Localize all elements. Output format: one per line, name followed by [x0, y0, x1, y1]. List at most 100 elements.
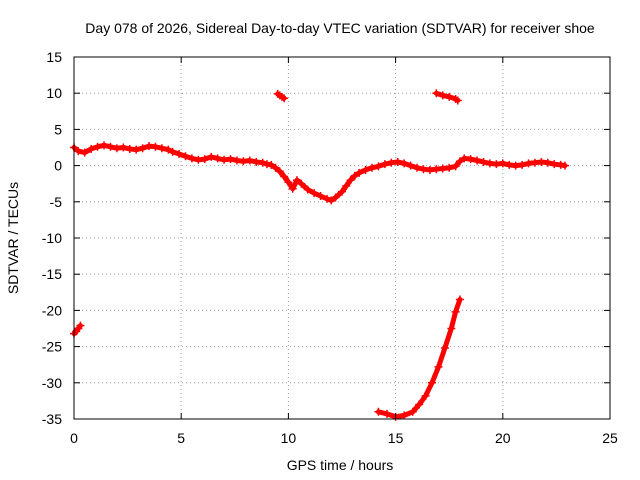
data-point: [355, 168, 364, 177]
data-point: [93, 142, 102, 151]
data-point: [421, 391, 430, 400]
data-point: [374, 162, 383, 171]
data-point: [338, 187, 346, 196]
data-point: [455, 157, 464, 166]
data-point: [207, 152, 216, 161]
data-point: [331, 193, 340, 202]
tick-labels: 0 5 10 15 20 25 -35 -30 -25 -20 -15 -10 -5 0 5 10 15: [42, 49, 618, 446]
axis-ticks: [73, 56, 611, 420]
data-point: [288, 184, 297, 193]
data-point: [560, 161, 569, 170]
data-point: [453, 96, 462, 105]
data-point: [297, 179, 306, 188]
data-point: [100, 141, 109, 150]
data-point: [479, 157, 488, 166]
data-point: [432, 89, 441, 98]
data-point: [280, 172, 289, 181]
data-point: [275, 167, 284, 176]
data-point: [413, 163, 422, 172]
data-point: [455, 295, 464, 304]
data-point: [138, 144, 147, 153]
data-point: [322, 194, 331, 203]
x-tick-label: 20: [495, 430, 511, 446]
data-point: [498, 159, 507, 168]
data-point: [361, 165, 370, 174]
data-point: [438, 91, 447, 100]
data-point: [342, 181, 351, 190]
data-point: [316, 192, 325, 201]
data-point: [400, 411, 409, 420]
data-point: [74, 147, 83, 156]
data-point: [151, 142, 160, 151]
x-tick-label: 25: [602, 430, 618, 446]
series-descending-arc-15h: [374, 295, 464, 421]
x-axis-label: GPS time / hours: [287, 457, 394, 473]
y-tick-label: 0: [54, 158, 62, 174]
data-point: [543, 158, 552, 167]
data-point: [200, 155, 209, 164]
data-point: [187, 154, 196, 163]
series-trace: [71, 323, 83, 337]
data-point: [106, 142, 115, 151]
x-tick-label: 0: [70, 430, 78, 446]
series-short-arc-9.6h: [273, 89, 289, 103]
data-point: [292, 176, 301, 185]
data-series: [70, 89, 569, 421]
data-point: [400, 159, 409, 168]
data-point: [451, 162, 460, 171]
data-point: [434, 362, 443, 371]
data-point: [451, 307, 460, 316]
y-tick-label: -15: [42, 266, 62, 282]
y-tick-label: 5: [54, 121, 62, 137]
data-point: [406, 161, 415, 170]
y-tick-label: 15: [46, 49, 62, 65]
data-point: [119, 143, 128, 152]
data-point: [226, 155, 235, 164]
data-point: [415, 400, 424, 409]
data-point: [374, 407, 383, 416]
data-point: [428, 378, 437, 387]
data-point: [518, 160, 527, 169]
data-point: [280, 94, 289, 103]
data-point: [245, 156, 254, 165]
series-main-trace: [70, 141, 569, 205]
x-tick-label: 5: [177, 430, 185, 446]
data-point: [157, 144, 166, 153]
y-tick-label: -5: [50, 194, 63, 210]
x-tick-label: 10: [281, 430, 297, 446]
data-point: [284, 178, 293, 187]
data-point: [350, 171, 359, 180]
data-point: [80, 148, 89, 157]
data-point: [440, 344, 449, 353]
data-point: [380, 160, 389, 169]
x-tick-label: 15: [388, 430, 404, 446]
data-point: [87, 144, 96, 153]
data-point: [445, 92, 454, 101]
data-point: [267, 160, 276, 169]
y-axis-label: SDTVAR / TECUs: [5, 182, 21, 294]
series-trace: [71, 142, 568, 203]
data-point: [368, 163, 377, 172]
chart-title: Day 078 of 2026, Sidereal Day-to-day VTE…: [85, 20, 595, 36]
y-tick-label: 10: [46, 85, 62, 101]
data-point: [271, 163, 280, 172]
data-point: [175, 150, 184, 159]
y-tick-label: -20: [42, 302, 62, 318]
data-point: [445, 163, 454, 172]
data-point: [132, 145, 141, 154]
data-point: [393, 157, 402, 166]
data-point: [327, 196, 336, 205]
series-arc-17h: [432, 89, 462, 105]
data-point: [346, 176, 355, 185]
data-point: [310, 189, 319, 198]
data-point: [181, 152, 190, 161]
data-point: [383, 409, 392, 418]
data-point: [473, 156, 482, 165]
data-point: [447, 324, 456, 333]
data-point: [76, 321, 85, 330]
data-point: [213, 154, 222, 163]
y-tick-label: -30: [42, 375, 62, 391]
data-point: [164, 145, 173, 154]
grid-lines: [74, 57, 610, 419]
